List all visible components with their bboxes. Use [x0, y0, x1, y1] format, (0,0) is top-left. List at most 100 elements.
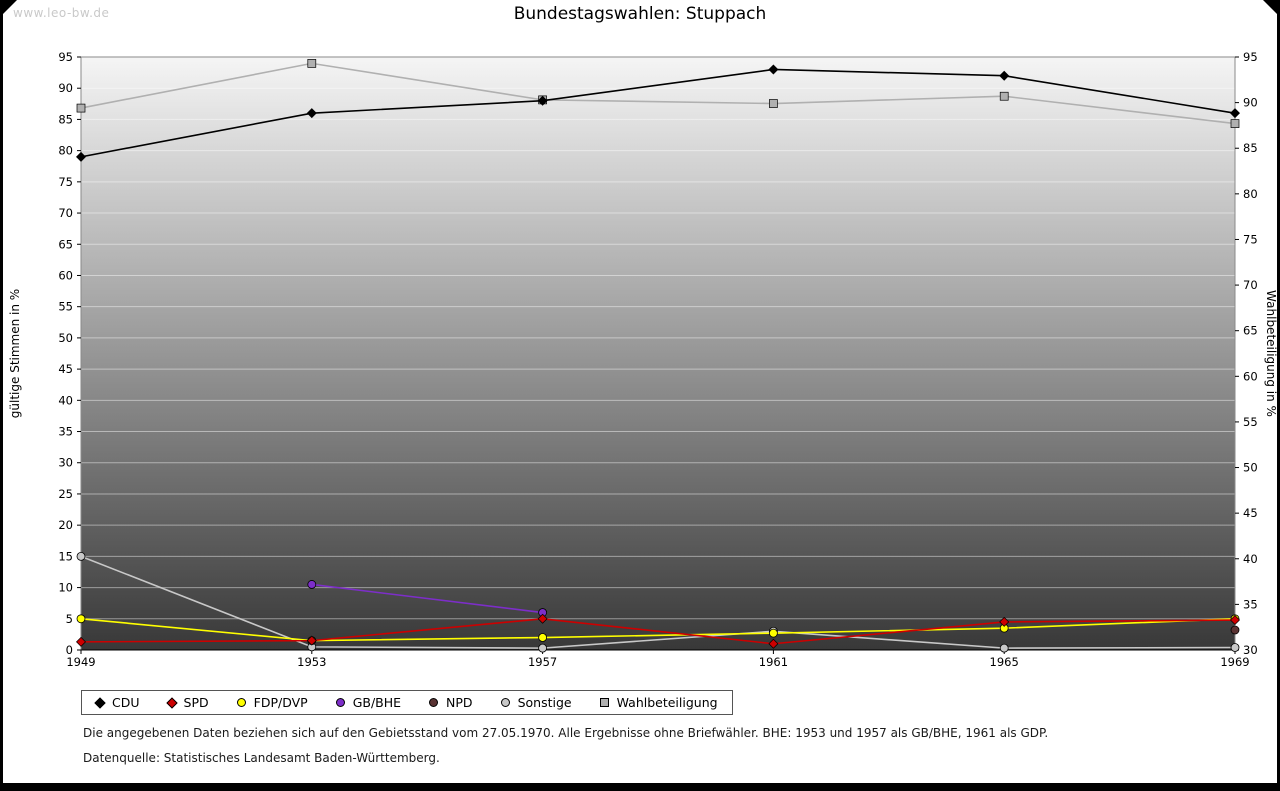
- tick-label: 1961: [759, 655, 788, 669]
- tick-label: 10: [58, 581, 73, 595]
- legend-marker-icon: [94, 696, 106, 709]
- tick-label: 55: [58, 300, 73, 314]
- legend-marker-icon: [236, 698, 246, 707]
- legend-item-spd: SPD: [165, 695, 209, 710]
- tick-label: 25: [58, 487, 73, 501]
- legend-marker-icon: [599, 698, 609, 707]
- corner-decoration: [3, 0, 17, 14]
- tick-label: 35: [58, 425, 73, 439]
- legend-marker-icon: [500, 698, 510, 707]
- legend-item-fdp-dvp: FDP/DVP: [236, 695, 308, 710]
- data-point: [306, 108, 317, 119]
- right-axis-title: Wahlbeteiligung in %: [1264, 290, 1278, 417]
- legend-item-wahlbeteiligung: Wahlbeteiligung: [599, 695, 718, 710]
- data-point: [537, 613, 548, 624]
- data-point: [769, 99, 778, 108]
- data-point: [999, 91, 1009, 101]
- tick-label: 45: [1243, 506, 1258, 520]
- series-cdu: [76, 64, 1240, 162]
- data-point: [1230, 615, 1240, 626]
- series-gb-bhe: [307, 580, 547, 617]
- data-point: [1230, 119, 1240, 128]
- tick-label: 1953: [297, 655, 326, 669]
- series-line: [80, 617, 1236, 645]
- tick-label: 60: [1243, 369, 1258, 383]
- tick-label: 1969: [1220, 655, 1249, 669]
- tick-label: 75: [58, 175, 73, 189]
- tick-label: 85: [1243, 141, 1258, 155]
- tick-label: 95: [1243, 50, 1258, 64]
- tick-label: 80: [1243, 187, 1258, 201]
- tick-label: 90: [1243, 96, 1258, 110]
- tick-label: 95: [58, 50, 73, 64]
- tick-label: 80: [58, 144, 73, 158]
- data-point: [306, 635, 317, 646]
- data-point: [76, 103, 86, 113]
- chart-legend: CDU SPD FDP/DVP GB/BHE NPD Sonstige Wahlbeteil…: [81, 690, 733, 715]
- legend-item-npd: NPD: [429, 695, 473, 710]
- series-line: [80, 68, 1236, 158]
- data-point: [76, 151, 86, 162]
- tick-label: 85: [58, 112, 73, 126]
- tick-label: 15: [58, 549, 73, 563]
- data-point: [538, 633, 547, 642]
- series-line: [311, 583, 543, 614]
- tick-label: 65: [1243, 324, 1258, 338]
- legend-label: NPD: [446, 695, 473, 710]
- data-point: [537, 95, 548, 106]
- tick-label: 30: [58, 456, 73, 470]
- tick-label: 90: [58, 81, 73, 95]
- tick-label: 50: [1243, 461, 1258, 475]
- series-line: [80, 555, 1236, 649]
- legend-label: Sonstige: [517, 695, 572, 710]
- legend-label: GB/BHE: [352, 695, 402, 710]
- data-point: [768, 638, 779, 649]
- tick-label: 30: [1243, 643, 1258, 657]
- legend-item-sonstige: Sonstige: [500, 695, 572, 710]
- legend-label: FDP/DVP: [253, 695, 308, 710]
- legend-marker-icon: [335, 698, 345, 707]
- tick-label: 70: [58, 206, 73, 220]
- data-point: [1230, 643, 1240, 652]
- data-point: [1230, 625, 1240, 635]
- tick-label: 35: [1243, 597, 1258, 611]
- tick-label: 75: [1243, 232, 1258, 246]
- data-point: [999, 643, 1009, 653]
- series-wahlbeteiligung: [76, 59, 1240, 128]
- corner-decoration: [1263, 0, 1277, 14]
- tick-label: 1949: [66, 655, 95, 669]
- legend-label: Wahlbeteiligung: [616, 695, 718, 710]
- footnote-note: Die angegebenen Daten beziehen sich auf …: [83, 726, 1049, 740]
- page-title: Bundestagswahlen: Stuppach: [513, 4, 767, 24]
- data-point: [538, 643, 547, 653]
- election-line-chart: 0 5 10 15 20 25 30 35 40 45 50 55 60 65 70 75 80 85 90 95 30…: [8, 50, 1278, 669]
- tick-label: 0: [66, 643, 73, 657]
- legend-label: SPD: [183, 695, 209, 710]
- data-point: [76, 636, 86, 647]
- legend-item-gb-bhe: GB/BHE: [335, 695, 402, 710]
- tick-label: 20: [58, 518, 73, 532]
- legend-label: CDU: [112, 695, 140, 710]
- data-point: [307, 59, 317, 68]
- data-point: [76, 614, 86, 624]
- tick-label: 55: [1243, 415, 1258, 429]
- legend-item-cdu: CDU: [94, 695, 140, 710]
- tick-label: 70: [1243, 278, 1258, 292]
- tick-label: 60: [58, 268, 73, 282]
- tick-label: 45: [58, 362, 73, 376]
- series-line: [80, 617, 1236, 642]
- tick-label: 40: [1243, 552, 1258, 566]
- tick-label: 50: [58, 331, 73, 345]
- left-axis-title: gültige Stimmen in %: [8, 289, 22, 418]
- data-point: [307, 580, 317, 589]
- legend-marker-icon: [429, 698, 439, 707]
- footnote-source: Datenquelle: Statistisches Landesamt Bad…: [83, 751, 440, 765]
- legend-marker-icon: [165, 696, 178, 709]
- tick-label: 65: [58, 237, 73, 251]
- data-point: [769, 628, 778, 638]
- data-point: [768, 64, 779, 75]
- data-point: [999, 70, 1010, 81]
- watermark: www.leo-bw.de: [13, 6, 110, 20]
- plot-area: [81, 57, 1235, 650]
